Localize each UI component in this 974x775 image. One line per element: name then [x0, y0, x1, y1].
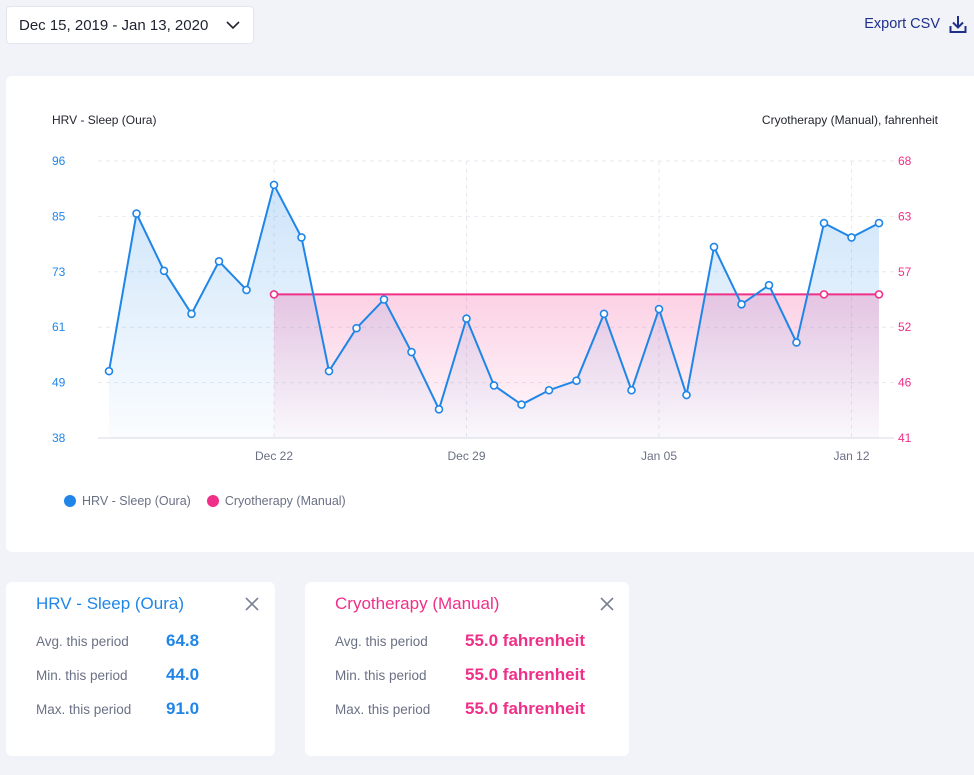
- hrv-point: [187, 309, 196, 319]
- hrv-point: [572, 376, 581, 385]
- left-tick-label: 49: [52, 376, 66, 390]
- hrv-point: [104, 366, 114, 376]
- cryo-area: [274, 294, 879, 438]
- left-tick-label: 85: [52, 209, 66, 223]
- close-icon[interactable]: [599, 596, 615, 612]
- left-tick-label: 61: [52, 320, 66, 334]
- chart-legend: HRV - Sleep (Oura) Cryotherapy (Manual): [64, 494, 346, 508]
- min-label: Min. this period: [335, 667, 427, 683]
- chart-card: HRV - Sleep (Oura) Cryotherapy (Manual), …: [6, 76, 974, 552]
- hrv-point: [214, 256, 224, 266]
- legend-item-cryo[interactable]: Cryotherapy (Manual): [206, 494, 346, 508]
- legend-dot-cryo: [206, 495, 219, 507]
- hrv-point: [654, 304, 664, 314]
- min-value: 44.0: [166, 665, 200, 684]
- hrv-min-row: Min. this period 44.0: [36, 658, 275, 692]
- hrv-stats-title: HRV - Sleep (Oura): [36, 594, 185, 613]
- x-tick-label: Jan 05: [641, 449, 677, 463]
- hrv-point: [159, 266, 169, 276]
- hrv-max-row: Max. this period 91.0: [36, 692, 275, 726]
- hrv-point: [269, 180, 279, 190]
- avg-value: 64.8: [166, 631, 200, 650]
- left-axis-title: HRV - Sleep (Oura): [52, 113, 156, 127]
- right-tick-label: 57: [898, 265, 912, 279]
- cryo-max-row: Max. this period 55.0 fahrenheit: [335, 692, 629, 726]
- cryo-point: [819, 290, 829, 299]
- cryo-stats-card: Cryotherapy (Manual) Avg. this period 55…: [305, 582, 629, 756]
- max-value: 91.0: [166, 699, 200, 718]
- hrv-point: [764, 280, 774, 290]
- hrv-point: [874, 218, 884, 228]
- chevron-down-icon: [226, 21, 240, 30]
- right-tick-label: 52: [898, 320, 912, 334]
- max-value: 55.0 fahrenheit: [465, 699, 585, 718]
- hrv-point: [407, 347, 416, 357]
- x-tick-label: Dec 22: [255, 449, 293, 463]
- x-tick-label: Dec 29: [447, 449, 485, 463]
- export-csv-button[interactable]: Export CSV: [864, 14, 968, 34]
- right-axis-title: Cryotherapy (Manual), fahrenheit: [762, 113, 939, 127]
- date-range-picker[interactable]: Dec 15, 2019 - Jan 13, 2020: [6, 6, 254, 44]
- hrv-cryo-chart: HRV - Sleep (Oura) Cryotherapy (Manual), …: [52, 113, 939, 463]
- min-value: 55.0 fahrenheit: [465, 665, 585, 684]
- avg-value: 55.0 fahrenheit: [465, 631, 585, 650]
- hrv-point: [489, 381, 499, 390]
- hrv-point: [434, 405, 444, 414]
- legend-label-cryo: Cryotherapy (Manual): [224, 494, 346, 508]
- close-icon[interactable]: [244, 596, 260, 612]
- right-tick-label: 41: [898, 431, 912, 445]
- max-label: Max. this period: [335, 701, 431, 717]
- hrv-point: [627, 385, 636, 395]
- cryo-min-row: Min. this period 55.0 fahrenheit: [335, 658, 629, 692]
- right-tick-label: 68: [898, 154, 912, 168]
- hrv-point: [544, 385, 554, 395]
- hrv-point: [132, 209, 141, 218]
- right-tick-label: 46: [898, 376, 912, 390]
- x-tick-label: Jan 12: [833, 449, 869, 463]
- hrv-point: [599, 309, 609, 319]
- hrv-point: [792, 338, 801, 347]
- cryo-avg-row: Avg. this period 55.0 fahrenheit: [335, 624, 629, 658]
- legend-dot-hrv: [64, 495, 76, 507]
- hrv-point: [682, 390, 691, 400]
- cryo-point: [874, 290, 884, 299]
- hrv-point: [737, 299, 746, 309]
- left-tick-label: 73: [52, 265, 66, 279]
- cryo-stats-title: Cryotherapy (Manual): [335, 594, 500, 613]
- hrv-point: [324, 366, 334, 376]
- hrv-point: [819, 218, 829, 228]
- legend-label-hrv: HRV - Sleep (Oura): [82, 494, 191, 508]
- left-tick-label: 96: [52, 154, 66, 168]
- hrv-stats-card: HRV - Sleep (Oura) Avg. this period 64.8…: [6, 582, 275, 756]
- export-csv-label: Export CSV: [864, 16, 940, 32]
- legend-item-hrv[interactable]: HRV - Sleep (Oura): [64, 494, 191, 508]
- hrv-point: [379, 295, 389, 304]
- hrv-point: [517, 400, 526, 409]
- avg-label: Avg. this period: [335, 633, 428, 649]
- max-label: Max. this period: [36, 701, 132, 717]
- avg-label: Avg. this period: [36, 633, 129, 649]
- hrv-avg-row: Avg. this period 64.8: [36, 624, 275, 658]
- left-tick-label: 38: [52, 431, 66, 445]
- hrv-point: [297, 233, 306, 242]
- hrv-point: [847, 233, 856, 242]
- hrv-point: [462, 314, 471, 323]
- cryo-point: [269, 290, 279, 299]
- download-icon: [949, 16, 967, 33]
- date-range-text: Dec 15, 2019 - Jan 13, 2020: [19, 16, 209, 34]
- hrv-point: [242, 285, 251, 295]
- hrv-point: [352, 323, 361, 333]
- right-tick-label: 63: [898, 209, 912, 223]
- hrv-point: [709, 242, 719, 252]
- min-label: Min. this period: [36, 667, 128, 683]
